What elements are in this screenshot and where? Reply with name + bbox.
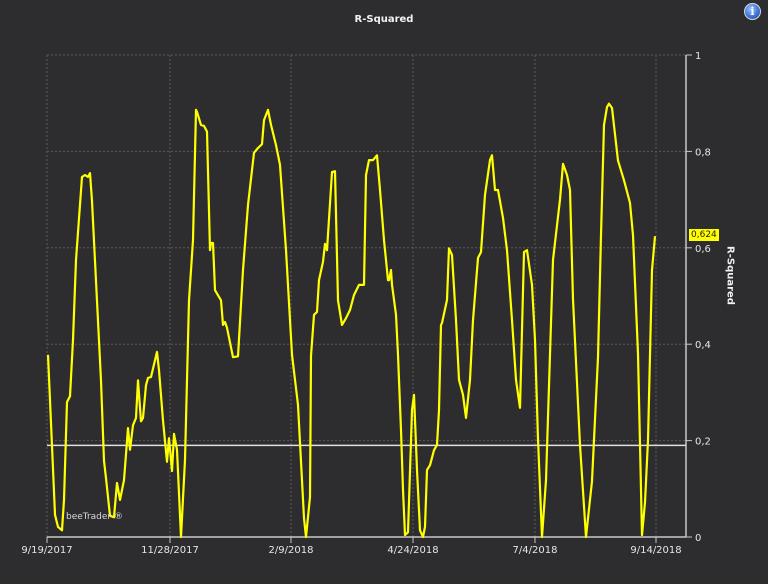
svg-text:9/19/2017: 9/19/2017 bbox=[21, 545, 72, 556]
svg-text:7/4/2018: 7/4/2018 bbox=[513, 545, 558, 556]
last-value-badge: 0,624 bbox=[689, 229, 719, 241]
svg-text:0,2: 0,2 bbox=[695, 437, 711, 448]
svg-text:2/9/2018: 2/9/2018 bbox=[269, 545, 314, 556]
svg-text:1: 1 bbox=[695, 51, 701, 62]
svg-text:0,8: 0,8 bbox=[695, 147, 711, 158]
x-axis-labels: 9/19/2017 11/28/2017 2/9/2018 4/24/2018 7/4/… bbox=[21, 545, 681, 556]
axes bbox=[46, 54, 692, 543]
svg-text:11/28/2017: 11/28/2017 bbox=[141, 545, 199, 556]
gridlines bbox=[46, 54, 686, 538]
svg-text:4/24/2018: 4/24/2018 bbox=[387, 545, 438, 556]
svg-text:9/14/2018: 9/14/2018 bbox=[630, 545, 681, 556]
chart-title: R-Squared bbox=[354, 14, 414, 25]
r-squared-series-line bbox=[46, 102, 657, 539]
y-axis-title: R-Squared bbox=[724, 246, 736, 305]
svg-text:0: 0 bbox=[695, 533, 701, 544]
info-icon[interactable]: i bbox=[744, 3, 761, 20]
y-axis-labels: 0 0,2 0,4 0,6 0,8 1 bbox=[695, 51, 711, 544]
svg-text:0,4: 0,4 bbox=[695, 340, 711, 351]
watermark-logo: beeTrader ® bbox=[66, 512, 123, 522]
svg-text:0,6: 0,6 bbox=[695, 244, 711, 255]
